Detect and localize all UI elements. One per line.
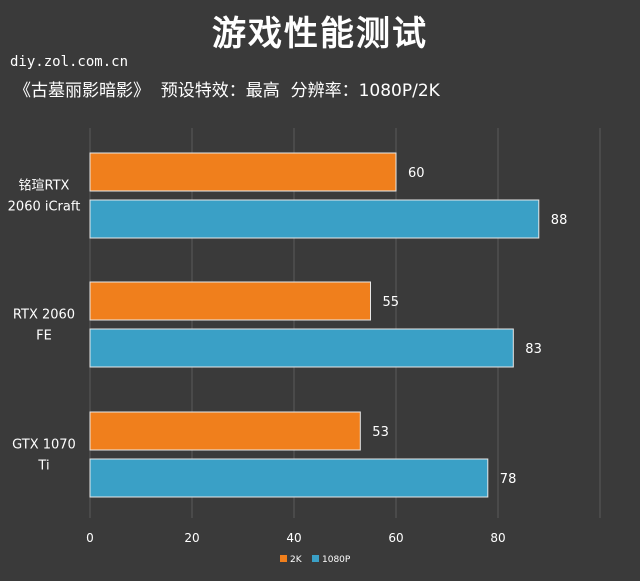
x-tick-label: 0 — [86, 531, 94, 545]
bar-2k-2 — [89, 411, 361, 451]
chart-subtitle: 《古墓丽影暗影》 预设特效：最高 分辨率：1080P/2K — [14, 81, 440, 101]
data-label: 55 — [383, 295, 400, 310]
bar-1080p-0 — [89, 199, 540, 239]
legend-label: 1080P — [322, 555, 351, 565]
chart-title: 游戏性能测试 — [212, 14, 428, 54]
category-label: 2060 iCraft — [8, 200, 81, 215]
data-label: 83 — [525, 342, 542, 357]
legend-swatch-1080p — [312, 555, 319, 562]
bar-1080p-1 — [89, 328, 514, 368]
x-tick-label: 20 — [184, 531, 199, 545]
data-label: 78 — [500, 472, 517, 487]
legend-swatch-2k — [280, 555, 287, 562]
x-tick-label: 60 — [388, 531, 403, 545]
category-label: RTX 2060 — [13, 308, 75, 323]
category-label: 铭瑄RTX — [19, 179, 70, 194]
data-label: 60 — [408, 166, 425, 181]
data-label: 53 — [372, 425, 389, 440]
legend-label: 2K — [290, 555, 303, 565]
bar-1080p-2 — [89, 458, 489, 498]
x-tick-label: 40 — [286, 531, 301, 545]
bar-2k-0 — [89, 152, 397, 192]
data-label: 88 — [551, 213, 568, 228]
bar-2k-1 — [89, 281, 371, 321]
x-tick-label: 80 — [490, 531, 505, 545]
category-label: FE — [36, 329, 52, 344]
category-label: Ti — [37, 459, 49, 474]
category-label: GTX 1070 — [12, 438, 76, 453]
source-label: diy.zol.com.cn — [10, 54, 129, 70]
